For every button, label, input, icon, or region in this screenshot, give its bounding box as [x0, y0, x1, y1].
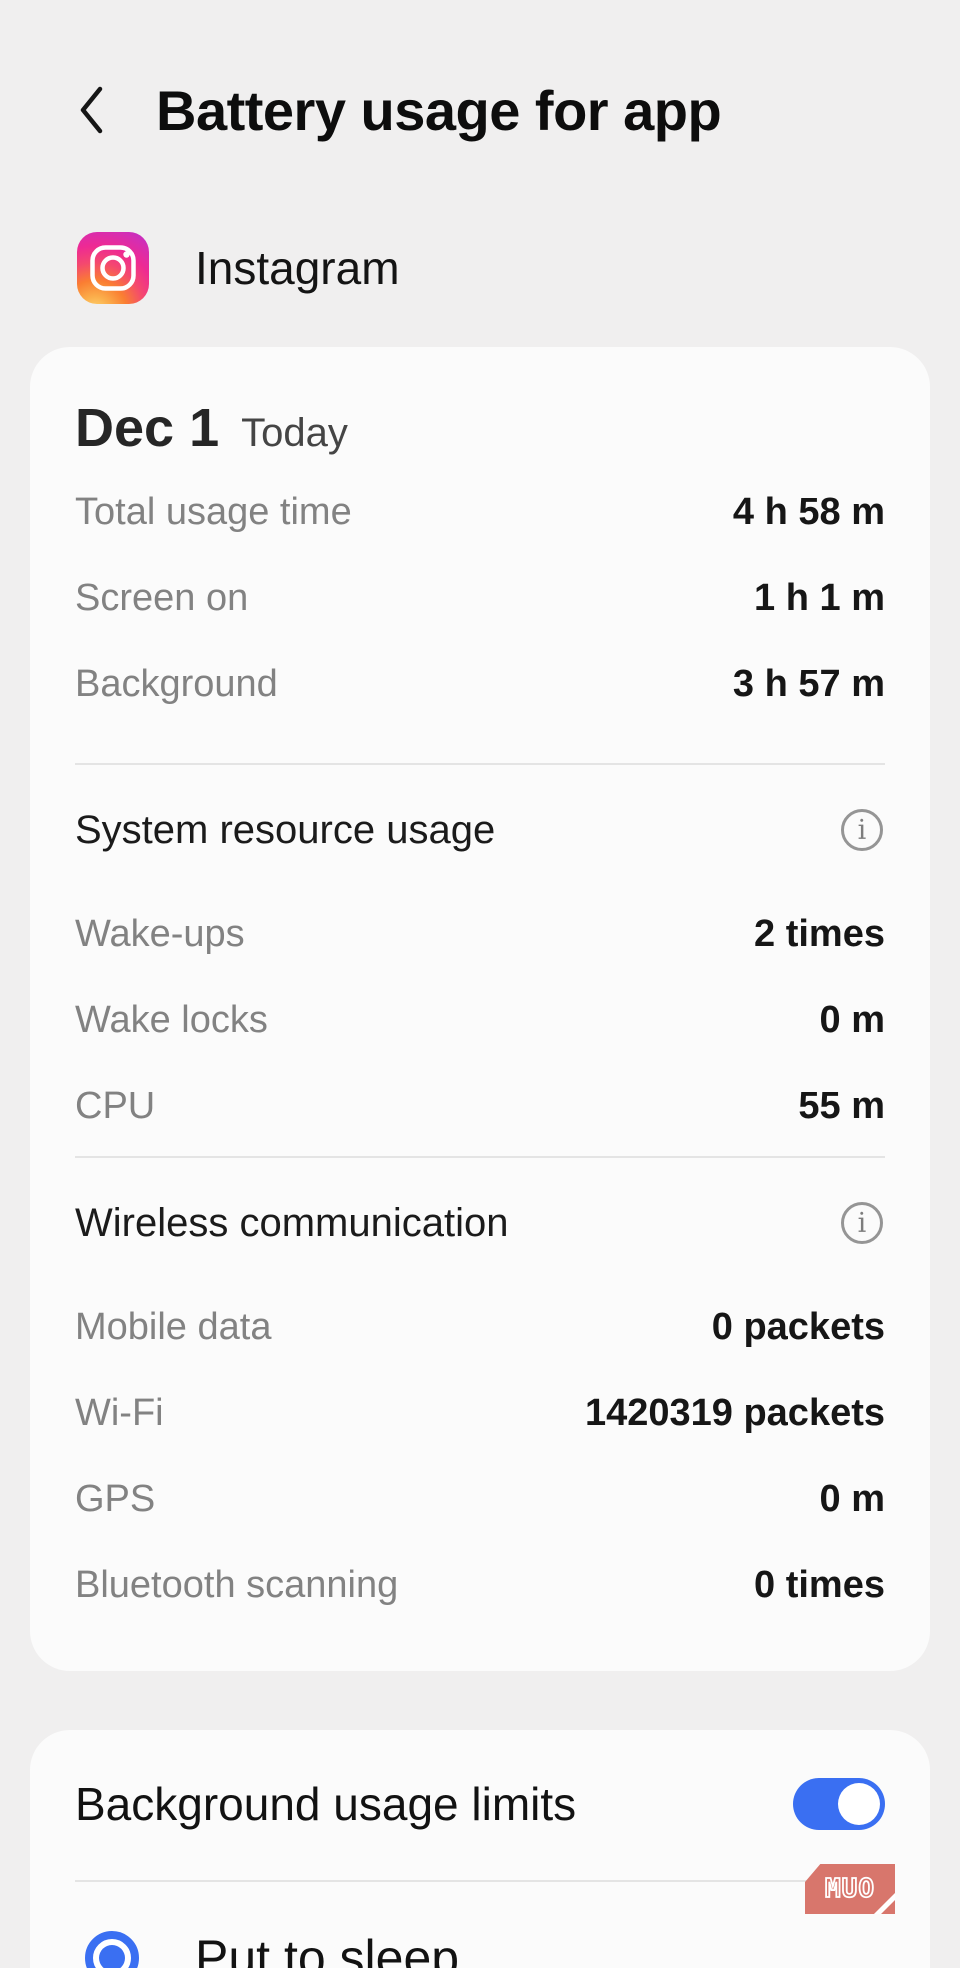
instagram-app-icon [77, 232, 149, 304]
divider [75, 1156, 885, 1158]
divider [75, 763, 885, 765]
stat-value: 0 packets [711, 1305, 885, 1348]
background-usage-limits-label: Background usage limits [75, 1778, 577, 1830]
stat-label: Background [75, 662, 278, 705]
background-usage-limits-toggle[interactable] [793, 1778, 885, 1830]
stat-row-wifi: Wi-Fi 1420319 packets [75, 1370, 885, 1456]
stat-label: Screen on [75, 576, 249, 619]
stat-value: 3 h 57 m [732, 662, 885, 705]
stat-row-gps: GPS 0 m [75, 1456, 885, 1542]
section-system-resource-usage: System resource usage i Wake-ups 2 times… [75, 797, 885, 1149]
chevron-left-icon [78, 84, 104, 136]
stat-value: 0 times [754, 1563, 885, 1606]
toggle-knob [838, 1783, 880, 1825]
date-text: Dec 1 [75, 398, 220, 458]
stat-row-wake-locks: Wake locks 0 m [75, 977, 885, 1063]
stat-value: 55 m [798, 1084, 885, 1127]
stat-row-total-usage: Total usage time 4 h 58 m [75, 469, 885, 555]
back-button[interactable] [78, 80, 118, 140]
stat-label: Bluetooth scanning [75, 1563, 399, 1606]
section-rows: Mobile data 0 packets Wi-Fi 1420319 pack… [75, 1284, 885, 1628]
background-usage-limits-card: Background usage limits MUO Put to sleep [30, 1730, 930, 1968]
page-title: Battery usage for app [156, 78, 722, 142]
stat-row-screen-on: Screen on 1 h 1 m [75, 555, 885, 641]
stat-value: 1 h 1 m [754, 576, 885, 619]
app-name: Instagram [195, 242, 400, 294]
section-header: Wireless communication i [75, 1190, 885, 1256]
muo-watermark-text: MUO [824, 1874, 875, 1904]
stat-row-mobile-data: Mobile data 0 packets [75, 1284, 885, 1370]
section-rows: Wake-ups 2 times Wake locks 0 m CPU 55 m [75, 891, 885, 1149]
date-line: Dec 1 Today [75, 397, 885, 459]
stat-row-background: Background 3 h 57 m [75, 641, 885, 727]
app-bar: Battery usage for app [0, 76, 960, 144]
info-icon[interactable]: i [841, 809, 883, 851]
stat-value: 4 h 58 m [732, 490, 885, 533]
stat-value: 2 times [754, 912, 885, 955]
radio-dot [99, 1945, 125, 1968]
stat-row-cpu: CPU 55 m [75, 1063, 885, 1149]
stat-label: Mobile data [75, 1305, 272, 1348]
stat-value: 0 m [819, 998, 885, 1041]
info-icon[interactable]: i [841, 1202, 883, 1244]
section-wireless-communication: Wireless communication i Mobile data 0 p… [75, 1190, 885, 1628]
muo-watermark-badge: MUO [805, 1864, 895, 1914]
background-usage-limits-row[interactable]: Background usage limits [75, 1752, 885, 1856]
stat-label: Wake-ups [75, 912, 245, 955]
section-title: Wireless communication [75, 1200, 509, 1245]
stat-label: Wake locks [75, 998, 268, 1041]
battery-usage-card: Dec 1 Today Total usage time 4 h 58 m Sc… [30, 347, 930, 1671]
radio-selected-icon[interactable] [85, 1931, 139, 1968]
stat-value: 0 m [819, 1477, 885, 1520]
stat-row-wake-ups: Wake-ups 2 times [75, 891, 885, 977]
divider [75, 1880, 885, 1882]
info-glyph: i [857, 1207, 867, 1239]
stat-label: Wi-Fi [75, 1391, 164, 1434]
summary-rows: Total usage time 4 h 58 m Screen on 1 h … [75, 469, 885, 727]
stat-value: 1420319 packets [584, 1391, 885, 1434]
stat-label: CPU [75, 1084, 156, 1127]
put-to-sleep-option[interactable]: Put to sleep [85, 1929, 885, 1968]
section-header: System resource usage i [75, 797, 885, 863]
date-suffix: Today [241, 411, 348, 455]
stat-label: Total usage time [75, 490, 352, 533]
stat-row-bluetooth-scanning: Bluetooth scanning 0 times [75, 1542, 885, 1628]
put-to-sleep-label: Put to sleep [195, 1930, 460, 1968]
info-glyph: i [857, 814, 867, 846]
section-title: System resource usage [75, 807, 496, 852]
stat-label: GPS [75, 1477, 156, 1520]
app-identity-row: Instagram [77, 232, 960, 304]
